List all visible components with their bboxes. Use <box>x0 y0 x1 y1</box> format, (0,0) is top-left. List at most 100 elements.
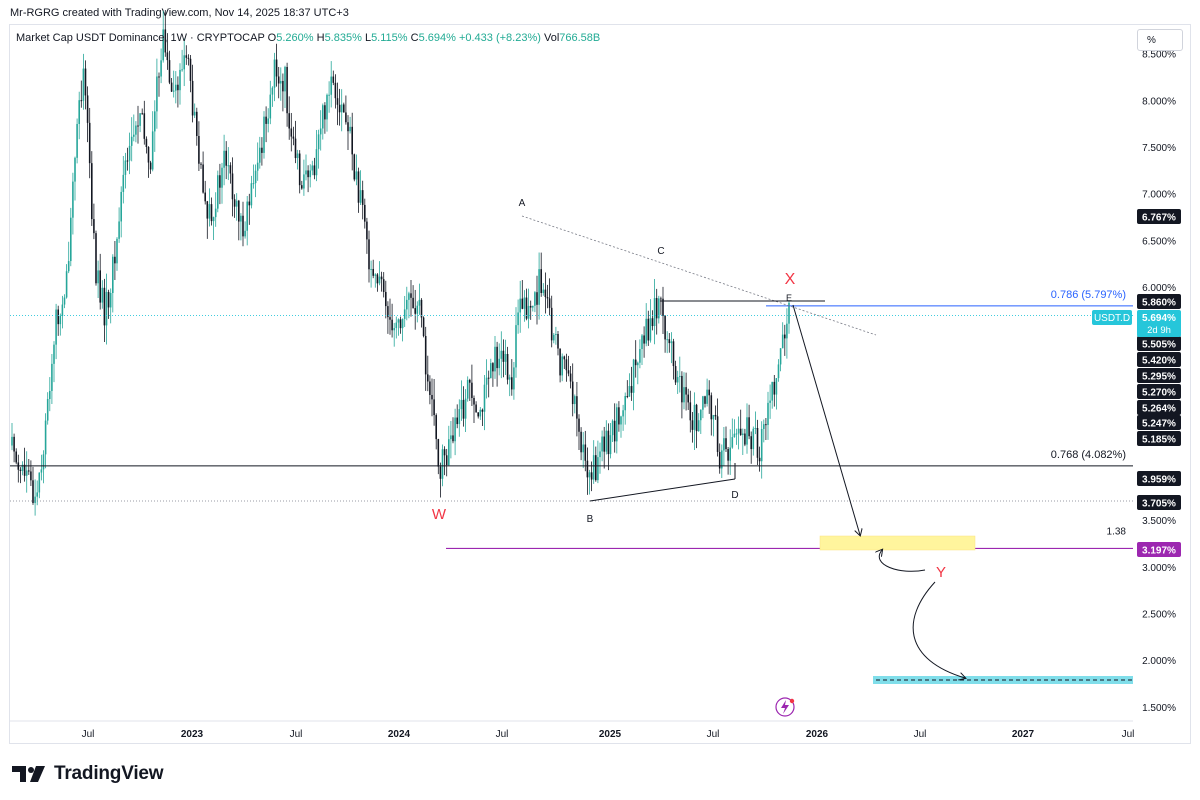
candle-body <box>456 417 458 425</box>
candle-body <box>637 362 639 366</box>
candle-body <box>322 105 324 129</box>
open-value: 5.260% <box>276 32 314 44</box>
candle-body <box>742 433 744 436</box>
candle-body <box>328 94 330 96</box>
candle-body <box>359 190 362 203</box>
candle-body <box>613 420 616 442</box>
candle-body <box>242 215 244 237</box>
candle-body <box>708 389 710 396</box>
candle-body <box>210 204 213 222</box>
low-value: 5.115% <box>371 32 408 44</box>
candle-body <box>525 297 528 319</box>
candle-body <box>418 299 421 306</box>
candle-body <box>240 215 242 222</box>
candle-body <box>616 407 618 442</box>
candle-body <box>485 377 488 385</box>
candle-body <box>725 438 727 450</box>
percent-scale-button[interactable]: % <box>1137 29 1183 51</box>
candle-body <box>361 190 364 205</box>
candle-body <box>44 420 47 455</box>
x-tick-label: 2026 <box>806 729 829 740</box>
candle-body <box>319 128 322 135</box>
candle-body <box>553 334 555 341</box>
candle-body <box>729 447 731 461</box>
candle-body <box>349 126 351 132</box>
candle-body <box>387 306 389 318</box>
candle-body <box>263 116 265 153</box>
x-tick-label: 2024 <box>388 729 411 740</box>
candle-body <box>777 364 780 379</box>
candle-body <box>133 134 135 137</box>
wave-label-y: Y <box>936 564 946 581</box>
candle-body <box>78 100 80 124</box>
candle-body <box>697 420 700 432</box>
flash-icon-dot <box>789 698 795 704</box>
candle-body <box>372 268 374 276</box>
candle-body <box>527 305 530 319</box>
candle-body <box>496 346 498 369</box>
candle-body <box>326 94 328 120</box>
candle-body <box>584 444 587 461</box>
candle-body <box>473 397 475 405</box>
candle-body <box>460 399 463 410</box>
candle-body <box>691 420 694 430</box>
candle-body <box>628 386 631 397</box>
candle-body <box>618 407 620 425</box>
projection-arrow <box>792 304 860 535</box>
candle-body <box>517 312 519 326</box>
candle-body <box>721 450 723 469</box>
symbol-badge <box>1092 310 1132 325</box>
candle-body <box>208 204 211 219</box>
candle-body <box>364 204 366 222</box>
candle-body <box>187 57 190 59</box>
candle-body <box>756 427 759 458</box>
candle-body <box>597 457 599 481</box>
candle-body <box>647 318 650 341</box>
candle-body <box>679 375 681 378</box>
candle-body <box>324 105 326 120</box>
candle-body <box>529 305 532 308</box>
price-axis-label-box <box>1137 431 1181 446</box>
candle-body <box>683 387 685 403</box>
candle-body <box>114 256 116 264</box>
candle-body <box>727 449 729 461</box>
candle-body <box>93 219 95 234</box>
candle-body <box>765 424 767 426</box>
candle-body <box>271 87 274 95</box>
candle-body <box>515 325 517 368</box>
price-axis-label: 6.767% <box>1142 213 1176 224</box>
candle-body <box>175 84 177 91</box>
candle-body <box>670 341 673 344</box>
candle-body <box>154 111 156 132</box>
candle-body <box>164 29 167 53</box>
candle-body <box>19 469 22 471</box>
candle-body <box>555 333 557 335</box>
candle-body <box>292 136 295 139</box>
candle-body <box>55 309 57 345</box>
candle-body <box>91 163 93 220</box>
chart-credit: Mr-RGRG created with TradingView.com, No… <box>10 7 349 19</box>
price-axis-label: 3.197% <box>1142 546 1176 557</box>
candle-body <box>439 466 442 479</box>
candle-body <box>277 76 280 84</box>
candle-body <box>126 160 129 162</box>
candle-body <box>431 394 433 400</box>
y-tick-label: 1.500% <box>1142 703 1176 714</box>
wave-label-e: E <box>786 293 792 303</box>
candle-body <box>357 171 360 203</box>
price-axis-label-box <box>1137 336 1181 351</box>
candle-body <box>118 221 120 239</box>
candle-body <box>189 58 192 81</box>
candle-body <box>664 315 666 340</box>
x-tick-label: Jul <box>707 729 720 740</box>
candle-body <box>231 173 234 200</box>
candle-body <box>433 399 435 416</box>
target-arrow <box>912 581 965 678</box>
candle-body <box>303 174 305 189</box>
candle-body <box>399 319 402 329</box>
candle-body <box>508 377 511 380</box>
candle-body <box>122 174 125 192</box>
a-c-trendline <box>521 215 877 336</box>
candle-body <box>410 293 412 298</box>
